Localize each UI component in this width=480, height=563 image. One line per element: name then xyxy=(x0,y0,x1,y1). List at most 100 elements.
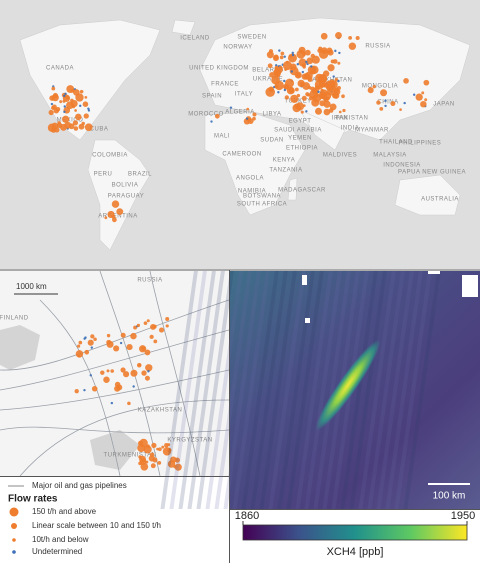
undetermined-site xyxy=(305,110,308,113)
emission-site xyxy=(144,375,150,381)
undetermined-site xyxy=(283,79,286,83)
scan-stripe xyxy=(403,271,441,509)
country-label: AUSTRALIA xyxy=(421,197,459,203)
scan-stripe xyxy=(178,271,216,509)
emission-site xyxy=(120,332,126,338)
emission-site xyxy=(372,84,376,89)
emission-site xyxy=(296,93,301,98)
undetermined-site xyxy=(384,99,387,102)
emission-site xyxy=(348,35,353,40)
pipeline xyxy=(0,299,229,371)
emission-site xyxy=(314,107,322,115)
emission-site xyxy=(73,126,79,131)
emission-site xyxy=(271,75,280,85)
emission-site xyxy=(157,461,162,465)
undetermined-site xyxy=(132,385,135,388)
world-map: CANADA ICELAND NORWAY SWEDEN RUSSIA UNITED KI… xyxy=(0,0,480,269)
emission-site xyxy=(161,445,165,449)
undetermined-site xyxy=(278,49,281,52)
undetermined-site xyxy=(63,105,66,108)
emission-site xyxy=(341,94,345,99)
emission-site xyxy=(150,463,156,469)
emission-site xyxy=(106,339,112,345)
emission-site xyxy=(75,113,82,121)
country-label: ICELAND xyxy=(180,36,210,42)
emission-site xyxy=(77,354,81,358)
emission-site xyxy=(87,339,94,346)
country-label: TANZANIA xyxy=(269,168,302,174)
undetermined-site xyxy=(310,65,313,68)
country-label: BOLIVIA xyxy=(112,183,139,189)
country-label: UKRAINE xyxy=(253,77,283,83)
country-label: KENYA xyxy=(273,158,295,164)
undetermined-site xyxy=(119,341,123,345)
emission-site xyxy=(116,384,123,391)
emission-site xyxy=(304,71,313,80)
country-label: BELARUS xyxy=(252,68,284,74)
emission-site xyxy=(333,92,340,99)
emission-site xyxy=(106,333,111,338)
country-label: LIBYA xyxy=(262,112,281,118)
emission-site xyxy=(311,55,320,64)
emission-site xyxy=(130,332,137,340)
scan-stripe xyxy=(241,271,279,509)
emission-site xyxy=(302,65,306,69)
emission-site xyxy=(136,363,142,368)
emission-site xyxy=(266,51,274,59)
emission-site xyxy=(320,88,324,93)
country-label: UNITED KINGDOM xyxy=(189,66,249,72)
country-label: RUSSIA xyxy=(137,278,162,284)
legend-pipelines: Major oil and gas pipelines xyxy=(32,481,127,490)
country-label: BRAZIL xyxy=(128,172,152,178)
scan-stripe xyxy=(313,271,351,509)
emission-site xyxy=(278,65,283,71)
emission-site xyxy=(106,369,110,373)
scan-stripe xyxy=(205,271,243,509)
pipeline xyxy=(39,299,121,476)
emission-site xyxy=(311,98,320,107)
scan-stripe xyxy=(358,271,396,509)
emission-site xyxy=(321,47,328,54)
emission-site xyxy=(77,344,81,348)
emission-site xyxy=(126,344,133,351)
emission-site xyxy=(65,95,70,100)
country-label: NORWAY xyxy=(223,45,252,51)
emission-site xyxy=(55,107,61,112)
emission-site xyxy=(294,103,301,109)
country-label: CUBA xyxy=(90,127,109,133)
scan-stripe xyxy=(214,271,252,509)
undetermined-site xyxy=(89,374,92,377)
scan-stripe xyxy=(277,271,315,509)
emission-site xyxy=(284,95,289,100)
emission-site xyxy=(326,47,333,54)
undetermined-site xyxy=(291,53,295,57)
undetermined-site xyxy=(63,94,66,98)
undetermined-site xyxy=(305,60,308,64)
emission-site xyxy=(165,324,169,328)
emission-site xyxy=(290,94,299,104)
country-label: SWEDEN xyxy=(237,35,266,41)
scan-stripe xyxy=(349,271,387,509)
emission-site xyxy=(379,107,384,111)
legend-title: Flow rates xyxy=(8,494,58,505)
country-label: SUDAN xyxy=(260,138,284,144)
emission-site xyxy=(116,208,124,216)
country-label: ALGERIA xyxy=(225,110,255,116)
emission-site xyxy=(143,445,152,454)
scan-stripe xyxy=(376,271,414,509)
emission-site xyxy=(167,460,176,468)
emission-site xyxy=(214,113,220,119)
emission-site xyxy=(355,35,360,41)
emission-site xyxy=(367,87,374,94)
pipeline xyxy=(0,369,229,411)
emission-site xyxy=(314,85,321,91)
emission-site xyxy=(139,438,148,448)
emission-site xyxy=(269,71,275,78)
scan-stripe xyxy=(223,271,261,509)
emission-site xyxy=(322,70,330,77)
emission-site xyxy=(273,69,280,76)
emission-site xyxy=(82,101,89,107)
emission-site xyxy=(320,32,328,40)
